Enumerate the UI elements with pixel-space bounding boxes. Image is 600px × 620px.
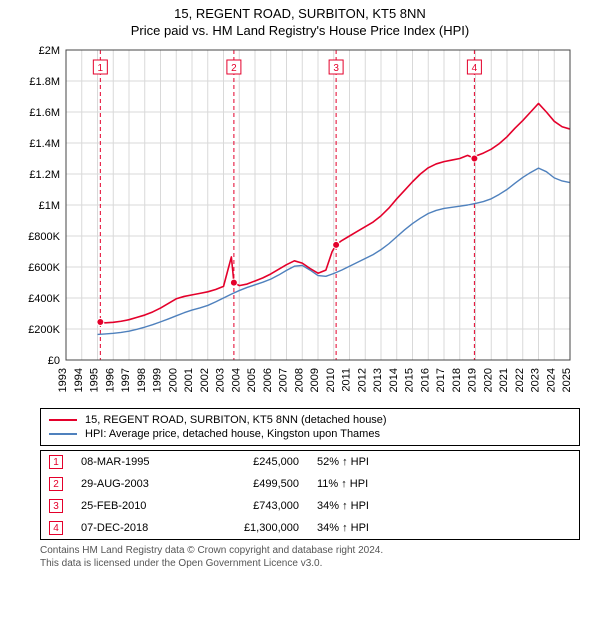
svg-text:2021: 2021 bbox=[498, 368, 510, 392]
svg-text:£400K: £400K bbox=[28, 293, 60, 305]
svg-text:2007: 2007 bbox=[278, 368, 290, 392]
title-subtitle: Price paid vs. HM Land Registry's House … bbox=[0, 23, 600, 38]
svg-text:1995: 1995 bbox=[89, 368, 101, 392]
transaction-date: 07-DEC-2018 bbox=[81, 522, 191, 534]
svg-text:2024: 2024 bbox=[545, 368, 557, 392]
transaction-row: 2 29-AUG-2003 £499,500 11% ↑ HPI bbox=[41, 473, 579, 495]
svg-text:2013: 2013 bbox=[372, 368, 384, 392]
svg-text:2000: 2000 bbox=[167, 368, 179, 392]
svg-text:£1.8M: £1.8M bbox=[29, 76, 60, 88]
transaction-marker: 2 bbox=[49, 477, 63, 491]
legend-label: HPI: Average price, detached house, King… bbox=[85, 428, 380, 440]
transaction-date: 29-AUG-2003 bbox=[81, 478, 191, 490]
svg-text:2010: 2010 bbox=[325, 368, 337, 392]
svg-text:1998: 1998 bbox=[136, 368, 148, 392]
transaction-marker: 3 bbox=[49, 499, 63, 513]
transaction-pct: 34% ↑ HPI bbox=[317, 522, 407, 534]
legend-item: HPI: Average price, detached house, King… bbox=[49, 427, 571, 441]
svg-text:£1.2M: £1.2M bbox=[29, 169, 60, 181]
transaction-row: 3 25-FEB-2010 £743,000 34% ↑ HPI bbox=[41, 495, 579, 517]
svg-text:2019: 2019 bbox=[467, 368, 479, 392]
svg-text:2015: 2015 bbox=[404, 368, 416, 392]
svg-text:2006: 2006 bbox=[262, 368, 274, 392]
svg-text:2014: 2014 bbox=[388, 368, 400, 392]
legend-item: 15, REGENT ROAD, SURBITON, KT5 8NN (deta… bbox=[49, 413, 571, 427]
svg-text:1994: 1994 bbox=[73, 368, 85, 392]
svg-text:£200K: £200K bbox=[28, 324, 60, 336]
transaction-price: £245,000 bbox=[209, 456, 299, 468]
footer-line: Contains HM Land Registry data © Crown c… bbox=[40, 544, 580, 557]
title-address: 15, REGENT ROAD, SURBITON, KT5 8NN bbox=[0, 6, 600, 21]
transaction-price: £1,300,000 bbox=[209, 522, 299, 534]
transaction-date: 25-FEB-2010 bbox=[81, 500, 191, 512]
svg-text:2009: 2009 bbox=[309, 368, 321, 392]
svg-text:2002: 2002 bbox=[199, 368, 211, 392]
svg-text:1999: 1999 bbox=[152, 368, 164, 392]
transaction-pct: 11% ↑ HPI bbox=[317, 478, 407, 490]
transaction-price: £499,500 bbox=[209, 478, 299, 490]
svg-text:2005: 2005 bbox=[246, 368, 258, 392]
svg-text:1996: 1996 bbox=[104, 368, 116, 392]
transaction-pct: 52% ↑ HPI bbox=[317, 456, 407, 468]
svg-text:2020: 2020 bbox=[482, 368, 494, 392]
svg-text:£2M: £2M bbox=[39, 45, 60, 57]
svg-text:1993: 1993 bbox=[57, 368, 69, 392]
transaction-marker: 1 bbox=[49, 455, 63, 469]
svg-text:£0: £0 bbox=[48, 355, 60, 367]
svg-text:2: 2 bbox=[231, 63, 237, 74]
transaction-marker: 4 bbox=[49, 521, 63, 535]
svg-text:2008: 2008 bbox=[293, 368, 305, 392]
transaction-pct: 34% ↑ HPI bbox=[317, 500, 407, 512]
svg-text:4: 4 bbox=[472, 63, 478, 74]
svg-text:2011: 2011 bbox=[341, 368, 353, 392]
svg-text:2001: 2001 bbox=[183, 368, 195, 392]
price-chart: £0 £200K £400K £600K £800K £1M £1.2M £1.4M £1.6M… bbox=[20, 42, 580, 402]
title-block: 15, REGENT ROAD, SURBITON, KT5 8NN Price… bbox=[0, 0, 600, 42]
footer-line: This data is licensed under the Open Gov… bbox=[40, 557, 580, 570]
legend-label: 15, REGENT ROAD, SURBITON, KT5 8NN (deta… bbox=[85, 414, 387, 426]
svg-text:£800K: £800K bbox=[28, 231, 60, 243]
transaction-row: 4 07-DEC-2018 £1,300,000 34% ↑ HPI bbox=[41, 517, 579, 539]
legend: 15, REGENT ROAD, SURBITON, KT5 8NN (deta… bbox=[40, 408, 580, 446]
svg-text:2017: 2017 bbox=[435, 368, 447, 392]
svg-text:2003: 2003 bbox=[215, 368, 227, 392]
transaction-date: 08-MAR-1995 bbox=[81, 456, 191, 468]
svg-text:£1M: £1M bbox=[39, 200, 60, 212]
legend-swatch bbox=[49, 419, 77, 421]
svg-text:2023: 2023 bbox=[530, 368, 542, 392]
svg-text:1997: 1997 bbox=[120, 368, 132, 392]
svg-text:3: 3 bbox=[333, 63, 339, 74]
svg-text:£600K: £600K bbox=[28, 262, 60, 274]
chart-container: £0 £200K £400K £600K £800K £1M £1.2M £1.4M £1.6M… bbox=[20, 42, 580, 402]
svg-text:2022: 2022 bbox=[514, 368, 526, 392]
svg-text:2025: 2025 bbox=[561, 368, 573, 392]
svg-text:£1.4M: £1.4M bbox=[29, 138, 60, 150]
svg-text:2004: 2004 bbox=[230, 368, 242, 392]
svg-text:2018: 2018 bbox=[451, 368, 463, 392]
transaction-price: £743,000 bbox=[209, 500, 299, 512]
svg-text:£1.6M: £1.6M bbox=[29, 107, 60, 119]
svg-text:2016: 2016 bbox=[419, 368, 431, 392]
transactions-table: 1 08-MAR-1995 £245,000 52% ↑ HPI 2 29-AUG-200… bbox=[40, 450, 580, 540]
transaction-row: 1 08-MAR-1995 £245,000 52% ↑ HPI bbox=[41, 451, 579, 473]
svg-text:1: 1 bbox=[98, 63, 104, 74]
footer: Contains HM Land Registry data © Crown c… bbox=[40, 544, 580, 570]
legend-swatch bbox=[49, 433, 77, 435]
svg-text:2012: 2012 bbox=[356, 368, 368, 392]
